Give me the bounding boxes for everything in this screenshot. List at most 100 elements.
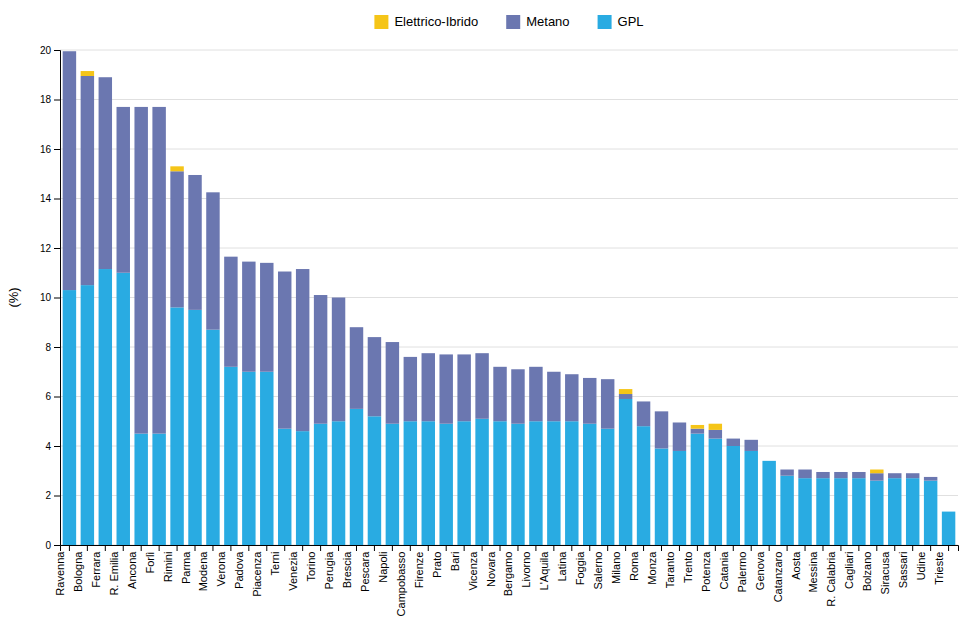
tick: Cagliari — [843, 545, 859, 589]
tick-label: Piacenza — [251, 551, 263, 597]
legend-item: GPL — [598, 14, 644, 29]
tick-label: Trieste — [933, 552, 945, 585]
tick-mark — [212, 545, 213, 551]
tick: Aosta — [790, 545, 806, 580]
bar — [798, 470, 811, 479]
bar — [619, 389, 632, 394]
tick: Foggia — [574, 545, 590, 585]
tick-mark — [535, 545, 536, 551]
tick-mark — [805, 545, 806, 551]
bar — [170, 307, 183, 545]
bar — [475, 353, 488, 354]
bar — [368, 337, 381, 416]
tick-label: Cagliari — [843, 552, 855, 589]
axis-line — [61, 546, 959, 552]
tick-mark — [769, 545, 770, 551]
bar — [744, 451, 757, 545]
bar — [529, 366, 542, 367]
legend-label: Elettrico-Ibrido — [394, 14, 478, 29]
tick-mark — [894, 545, 895, 551]
tick-mark — [517, 545, 518, 551]
tick-mark — [840, 545, 841, 551]
tick-mark — [858, 545, 859, 551]
tick: Ancona — [126, 545, 141, 589]
tick: 20 — [40, 45, 60, 56]
bar — [762, 460, 775, 461]
bar — [744, 440, 757, 451]
bar — [81, 71, 94, 76]
tick-label: Modena — [197, 551, 209, 592]
tick-mark — [54, 199, 60, 200]
tick: Ravenna — [54, 545, 70, 596]
tick: 16 — [40, 144, 60, 155]
tick-mark — [500, 545, 501, 551]
bar — [134, 434, 147, 545]
tick-mark — [177, 545, 178, 551]
bar — [673, 422, 686, 423]
bar — [780, 470, 793, 476]
tick-label: Napoli — [377, 552, 389, 583]
tick: Taranto — [664, 545, 680, 588]
bar — [691, 434, 704, 545]
tick-mark — [159, 545, 160, 551]
series-bars — [81, 71, 884, 473]
bar — [655, 411, 668, 412]
tick-label: 4 — [45, 441, 51, 452]
tick: Bolzano — [861, 545, 877, 591]
bar — [117, 107, 130, 273]
grid-line — [60, 50, 958, 51]
tick-label: Bari — [449, 552, 461, 572]
bar — [475, 419, 488, 545]
bar — [852, 472, 865, 478]
bar — [224, 367, 237, 545]
tick-label: 18 — [40, 94, 52, 105]
tick: Bergamo — [502, 545, 518, 596]
tick-mark — [284, 545, 285, 551]
tick: Livorno — [520, 545, 536, 588]
tick-mark — [230, 545, 231, 551]
bar — [547, 371, 560, 372]
tick-mark — [54, 100, 60, 101]
x-axis: RavennaBolognaFerraraR. EmiliaAnconaForl… — [54, 545, 959, 616]
tick-label: Livorno — [520, 552, 532, 588]
tick-label: L'Aquila — [538, 551, 550, 591]
bar — [296, 269, 309, 431]
tick-mark — [54, 149, 60, 150]
bar — [744, 439, 757, 440]
tick-mark — [54, 248, 60, 249]
tick-label: 2 — [45, 490, 51, 501]
tick: Trieste — [933, 545, 949, 585]
bar — [870, 473, 883, 480]
tick: Perugia — [323, 545, 339, 590]
tick-mark — [338, 545, 339, 551]
tick-mark — [248, 545, 249, 551]
bar — [816, 471, 829, 472]
bar — [924, 481, 937, 545]
bar — [350, 327, 363, 328]
bar — [834, 478, 847, 545]
tick: Forlì — [144, 545, 160, 574]
tick-label: Milano — [610, 552, 622, 584]
bar — [368, 416, 381, 545]
bar — [493, 366, 506, 367]
bar — [601, 379, 614, 429]
tick-label: Ferrara — [90, 551, 102, 588]
chart: 02468101214161820RavennaBolognaFerraraR.… — [0, 0, 978, 640]
tick: Milano — [610, 545, 626, 584]
bar — [816, 478, 829, 545]
bar — [457, 354, 470, 355]
bar — [924, 477, 937, 481]
bar — [224, 257, 237, 367]
bar — [386, 342, 399, 424]
bar — [511, 369, 524, 370]
bar — [888, 473, 901, 474]
tick-label: 10 — [40, 292, 52, 303]
tick-mark — [751, 545, 752, 551]
bar — [350, 409, 363, 545]
tick: Catanzaro — [772, 545, 788, 602]
legend-item: Elettrico-Ibrido — [374, 14, 478, 29]
tick-label: Terni — [269, 552, 281, 576]
bar — [565, 421, 578, 545]
legend-label: Metano — [526, 14, 569, 29]
bar — [152, 434, 165, 545]
